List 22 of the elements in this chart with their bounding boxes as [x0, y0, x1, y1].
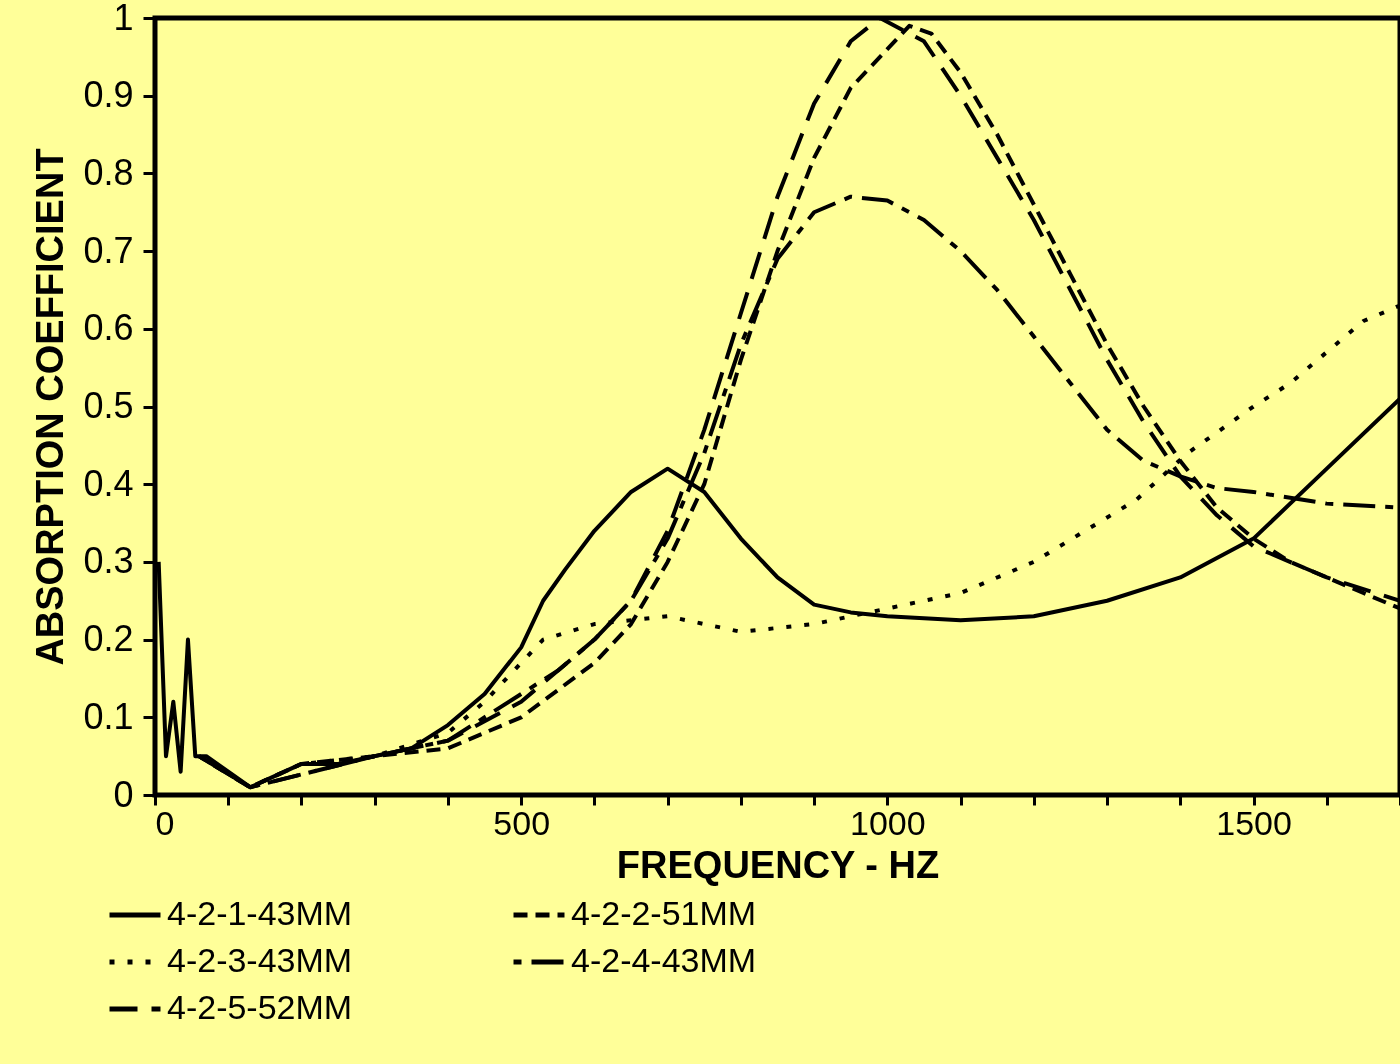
y-tick-label: 1 [113, 0, 134, 38]
legend-label: 4-2-5-52MM [167, 988, 353, 1026]
x-tick-label: 1000 [850, 803, 926, 842]
y-tick-label: 0.7 [83, 229, 134, 271]
x-tick-label: 500 [493, 803, 551, 842]
legend-label: 4-2-1-43MM [167, 894, 353, 932]
y-tick-label: 0.6 [83, 307, 134, 349]
y-tick-label: 0.3 [83, 540, 134, 582]
x-tick-label: 1500 [1216, 803, 1292, 842]
y-tick-label: 0.5 [83, 385, 134, 426]
y-axis-title: ABSORPTION COEFFICIENT [29, 148, 72, 666]
x-tick-label: 0 [155, 803, 175, 842]
y-tick-label: 0.8 [83, 151, 134, 193]
x-axis-title: FREQUENCY - HZ [616, 843, 940, 886]
legend-label: 4-2-4-43MM [571, 941, 757, 979]
y-tick-label: 0 [113, 773, 134, 815]
y-tick-label: 0.9 [83, 74, 134, 116]
legend-label: 4-2-2-51MM [571, 894, 757, 932]
y-tick-label: 0.1 [83, 695, 134, 737]
y-tick-label: 0.4 [83, 462, 134, 504]
y-tick-label: 0.2 [83, 618, 134, 660]
legend-label: 4-2-3-43MM [167, 941, 353, 979]
